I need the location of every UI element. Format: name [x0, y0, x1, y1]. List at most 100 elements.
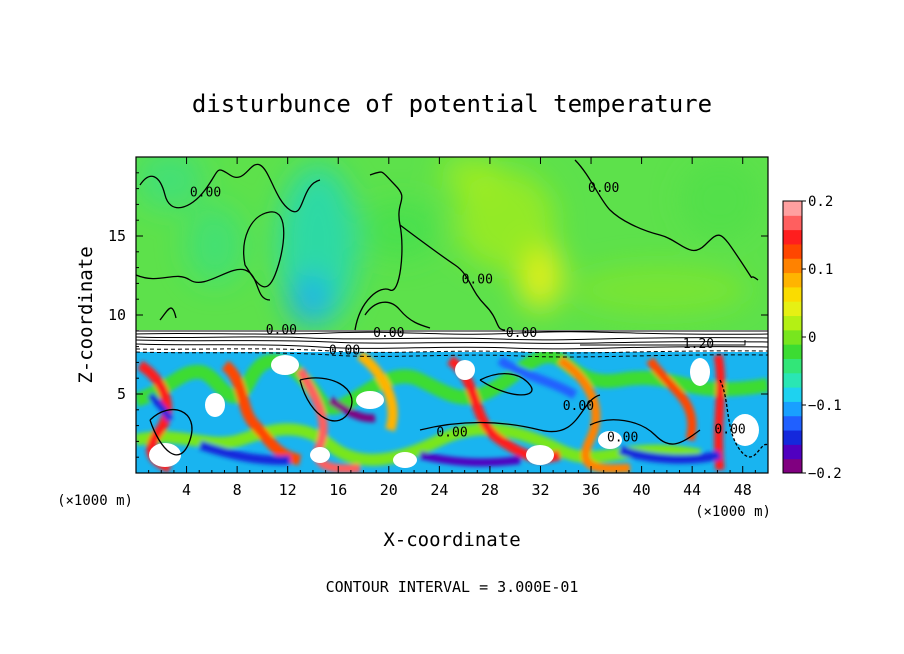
- turbulent-band: [198, 440, 291, 465]
- turbulent-band: [497, 356, 578, 399]
- white-cell: [310, 447, 330, 463]
- contour-label: 0.00: [607, 430, 638, 445]
- contour-line: [354, 171, 403, 331]
- contour-line: [136, 339, 768, 344]
- x-tick-label: 48: [734, 481, 752, 499]
- contour-line: [136, 331, 768, 335]
- inversion-band: [136, 330, 768, 352]
- colorbar-segment: [783, 358, 802, 374]
- contour-line: [574, 159, 759, 281]
- upper-blob: [136, 157, 205, 210]
- turbulent-band: [646, 357, 697, 442]
- upper-blob: [288, 274, 332, 326]
- white-cells: [149, 355, 759, 468]
- upper-blob: [185, 205, 245, 285]
- white-cell: [356, 391, 384, 409]
- contour-line: [719, 379, 768, 458]
- contour-label: 0.00: [373, 326, 404, 341]
- colorbar-segment: [783, 329, 802, 345]
- x-tick-label: 12: [279, 481, 297, 499]
- colorbar-segment: [783, 315, 802, 331]
- colorbar-segment: [783, 372, 802, 388]
- x-tick-label: 16: [329, 481, 347, 499]
- turbulent-band: [296, 367, 361, 473]
- turbulent-band: [136, 349, 768, 415]
- x-tick-label: 28: [481, 481, 499, 499]
- upper-blob: [440, 157, 500, 195]
- x-tick-label: 8: [233, 481, 242, 499]
- colorbar-tick-label: 0.1: [808, 262, 833, 278]
- chart-title: disturbunce of potential temperature: [192, 90, 712, 118]
- contour-label: 0.00: [563, 399, 594, 414]
- x-tick-label: 40: [633, 481, 651, 499]
- contour-line: [399, 224, 506, 331]
- contour-line: [136, 343, 768, 350]
- turbulent-band: [147, 392, 174, 422]
- contour-line: [479, 373, 533, 396]
- inversion-contours: [136, 330, 768, 358]
- colorbar-segment: [783, 215, 802, 231]
- turbulent-band: [419, 451, 521, 467]
- zero-contours: [136, 159, 768, 458]
- white-cell: [731, 414, 759, 446]
- upper-blob: [455, 170, 555, 270]
- heatmap-field: 0.00 0.00 0.00 0.00 0.00 0.00 0.00 1.20 0.00 0.00…: [136, 157, 768, 473]
- contour-line: [580, 340, 746, 346]
- contour-line: [419, 394, 601, 433]
- colorbar-segment: [783, 401, 802, 417]
- x-unit-left: (×1000 m): [57, 493, 133, 509]
- turbulent-band: [618, 445, 722, 464]
- colorbar-tick-label: 0.2: [808, 194, 833, 210]
- contour-label: 0.00: [462, 272, 493, 287]
- turbulent-band: [356, 351, 398, 432]
- contour-line: [243, 211, 285, 288]
- white-cell: [690, 358, 710, 386]
- colorbar-segment: [783, 243, 802, 259]
- contour-line: [136, 268, 271, 301]
- colorbar-segment: [783, 344, 802, 359]
- colorbar-segment: [783, 415, 802, 431]
- colorbar-segment: [783, 301, 802, 317]
- colorbar-tick-label: 0: [808, 330, 816, 346]
- white-cell: [455, 360, 475, 380]
- turbulent-band: [557, 356, 631, 473]
- white-cell: [205, 393, 225, 417]
- x-tick-label: 4: [182, 481, 191, 499]
- colorbar-segment: [783, 387, 802, 402]
- y-tick-label: 15: [108, 227, 126, 245]
- colorbar: 0.2 0.1 0 −0.1 −0.2: [782, 194, 842, 482]
- colorbar-tick-label: −0.2: [808, 466, 842, 482]
- contour-line: [159, 307, 177, 321]
- y-tick-label: 10: [108, 306, 126, 324]
- x-unit-right: (×1000 m): [695, 504, 771, 520]
- upper-blob: [570, 265, 750, 315]
- upper-blob: [360, 200, 440, 260]
- contour-line: [589, 419, 701, 445]
- white-cell: [526, 445, 554, 465]
- white-cell: [149, 443, 181, 467]
- contour-label: 0.00: [266, 323, 297, 338]
- colorbar-segment: [783, 258, 802, 274]
- contour-line: [139, 163, 321, 213]
- y-axis-label: Z-coordinate: [75, 246, 97, 383]
- contour-line: [149, 409, 193, 456]
- contour-label: 0.00: [506, 326, 537, 341]
- contour-label: 1.20: [683, 337, 714, 352]
- contour-label: 0.00: [190, 186, 221, 201]
- colorbar-segment: [783, 229, 802, 245]
- x-tick-label: 36: [582, 481, 600, 499]
- contour-label: 0.00: [714, 423, 745, 438]
- colorbar-segment: [783, 286, 802, 302]
- x-tick-label: 32: [531, 481, 549, 499]
- turbulent-band: [221, 360, 302, 466]
- contour-labels: 0.00 0.00 0.00 0.00 0.00 0.00 0.00 1.20 0.00 0.00…: [190, 181, 746, 446]
- colorbar-segment: [783, 272, 802, 288]
- y-tick-label: 5: [117, 385, 126, 403]
- colorbar-segment: [783, 430, 802, 445]
- upper-blob: [680, 160, 760, 240]
- x-tick-label: 24: [430, 481, 448, 499]
- x-tick-label: 44: [683, 481, 701, 499]
- turbulent-band: [327, 396, 376, 423]
- x-axis: 4 8 12 16 20 24 28 32 36 40 44 48: [148, 157, 756, 499]
- contour-label: 0.00: [436, 426, 467, 441]
